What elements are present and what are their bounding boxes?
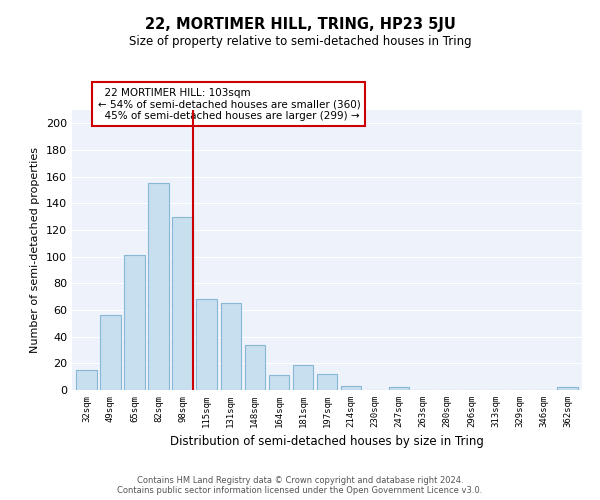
Text: Size of property relative to semi-detached houses in Tring: Size of property relative to semi-detach…: [128, 35, 472, 48]
Y-axis label: Number of semi-detached properties: Number of semi-detached properties: [31, 147, 40, 353]
Bar: [341, 386, 361, 390]
Text: 22 MORTIMER HILL: 103sqm
← 54% of semi-detached houses are smaller (360)
  45% o: 22 MORTIMER HILL: 103sqm ← 54% of semi-d…: [97, 88, 360, 121]
Bar: [124, 256, 145, 390]
X-axis label: Distribution of semi-detached houses by size in Tring: Distribution of semi-detached houses by …: [170, 436, 484, 448]
Bar: [196, 300, 217, 390]
Bar: [100, 316, 121, 390]
Text: 22, MORTIMER HILL, TRING, HP23 5JU: 22, MORTIMER HILL, TRING, HP23 5JU: [145, 18, 455, 32]
Bar: [172, 216, 193, 390]
Bar: [148, 184, 169, 390]
Bar: [221, 304, 241, 390]
Text: Contains public sector information licensed under the Open Government Licence v3: Contains public sector information licen…: [118, 486, 482, 495]
Bar: [76, 370, 97, 390]
Bar: [293, 364, 313, 390]
Bar: [317, 374, 337, 390]
Bar: [557, 388, 578, 390]
Bar: [269, 376, 289, 390]
Bar: [389, 388, 409, 390]
Text: Contains HM Land Registry data © Crown copyright and database right 2024.: Contains HM Land Registry data © Crown c…: [137, 476, 463, 485]
Bar: [245, 344, 265, 390]
